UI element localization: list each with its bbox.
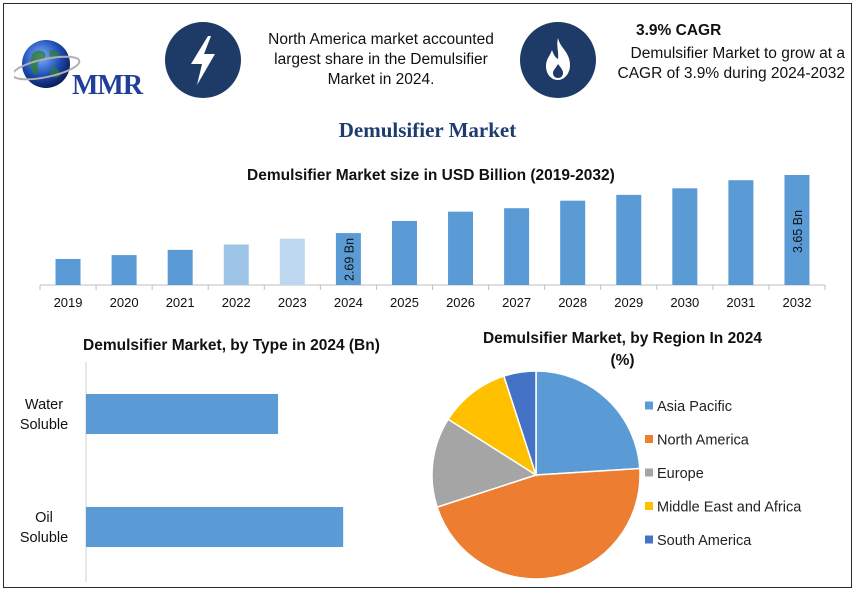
logo-text: MMR: [72, 70, 143, 101]
x-tick-label-2032: 2032: [783, 295, 812, 310]
bar-2019: [55, 258, 81, 285]
x-tick-label-2029: 2029: [614, 295, 643, 310]
bar-2023: [279, 238, 305, 285]
type-bar-chart: Water Soluble Oil Soluble: [20, 362, 344, 582]
x-tick-label-2023: 2023: [278, 295, 307, 310]
globe-icon: [11, 40, 81, 88]
pie-slice-europe: [431, 418, 538, 509]
x-tick-label-2021: 2021: [166, 295, 195, 310]
bar-water-soluble: [86, 394, 279, 434]
bar-2028: [560, 200, 586, 285]
bar-2026: [448, 211, 474, 285]
x-tick-label-2019: 2019: [54, 295, 83, 310]
pie-slice-middle-east-and-africa: [447, 375, 538, 477]
bar-2025: [391, 220, 417, 285]
bar-2022: [223, 244, 249, 285]
category-label: Oil: [35, 510, 53, 526]
cagr-info-text: Demulsifier Market to grow at a CAGR of …: [617, 45, 845, 82]
x-tick-label-2024: 2024: [334, 295, 363, 310]
x-tick-label-2031: 2031: [726, 295, 755, 310]
data-label-2024: 2.69 Bn: [342, 238, 356, 281]
main-title: Demulsifier Market: [338, 118, 517, 142]
x-tick-label-2022: 2022: [222, 295, 251, 310]
info-circle-flame: [520, 22, 596, 98]
x-tick-label-2026: 2026: [446, 295, 475, 310]
legend-label-north-america: North America: [657, 433, 750, 449]
bar-2024: [335, 233, 361, 285]
category-label: Water: [25, 397, 63, 413]
pie-slice-asia-pacific: [535, 370, 641, 476]
category-label: Soluble: [20, 417, 68, 433]
mmr-logo: MMR: [11, 32, 154, 101]
pie-slice-south-america: [502, 370, 537, 476]
legend-swatch: [645, 535, 653, 544]
pie-slice-north-america: [436, 467, 641, 580]
lightning-bolt-icon: [191, 36, 215, 85]
bar-oil-soluble: [86, 507, 344, 547]
category-label: Soluble: [20, 530, 68, 546]
legend-swatch: [645, 502, 653, 510]
region-chart-title: Demulsifier Market, by Region In 2024 (%…: [482, 330, 763, 369]
flame-icon: [546, 38, 570, 80]
legend-swatch: [645, 435, 653, 443]
data-label-2032: 3.65 Bn: [791, 210, 805, 253]
x-tick-label-2027: 2027: [502, 295, 531, 310]
north-america-info-text: North America market accounted largest s…: [268, 31, 494, 88]
x-tick-label-2028: 2028: [558, 295, 587, 310]
x-tick-label-2030: 2030: [670, 295, 699, 310]
bar-2020: [111, 255, 137, 285]
bar-2029: [616, 194, 642, 285]
type-chart-title: Demulsifier Market, by Type in 2024 (Bn): [83, 337, 380, 354]
x-tick-label-2020: 2020: [110, 295, 139, 310]
bar-2031: [728, 180, 754, 285]
x-tick-label-2025: 2025: [390, 295, 419, 310]
legend-label-south-america: South America: [657, 533, 752, 549]
bar-2032: [784, 175, 810, 285]
bar-2027: [504, 208, 530, 285]
legend-swatch: [645, 401, 653, 410]
legend-label-asia-pacific: Asia Pacific: [657, 399, 732, 415]
bar-2030: [672, 188, 698, 285]
legend-label-europe: Europe: [657, 466, 704, 482]
legend-swatch: [645, 468, 653, 477]
market-size-chart-title: Demulsifier Market size in USD Billion (…: [247, 167, 615, 184]
info-circle-bolt: [165, 22, 241, 98]
legend-label-middle-east-and-africa: Middle East and Africa: [657, 500, 802, 516]
infographic-frame: [3, 3, 852, 588]
bar-2021: [167, 249, 193, 285]
market-size-bar-chart: 2019 2020 2021 2022 2023 2024 2.69 Bn 2025 2026 2…: [39, 175, 826, 310]
cagr-title: 3.9% CAGR: [636, 22, 722, 39]
